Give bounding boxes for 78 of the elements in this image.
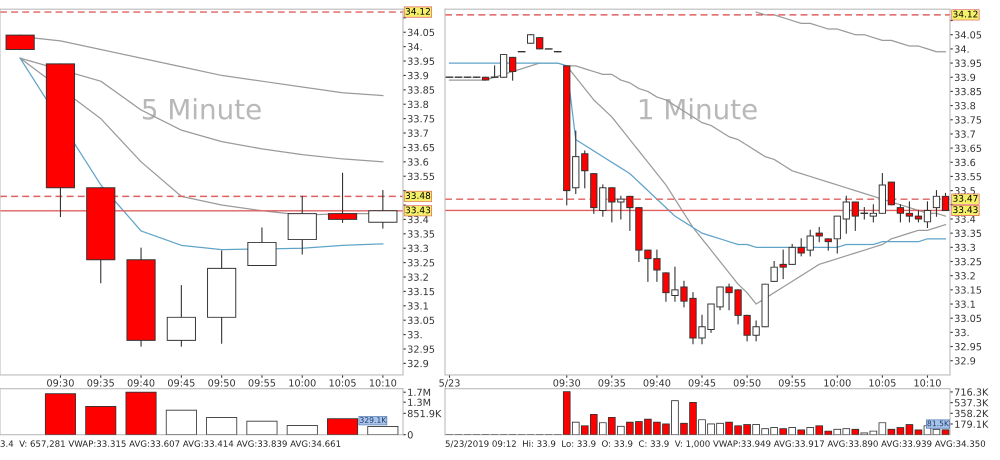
x-tick-label: 09:35 bbox=[87, 379, 114, 387]
y-tick-label: 33.8 bbox=[408, 100, 428, 108]
y-tick-label: 33.05 bbox=[954, 314, 982, 322]
ref-line-label: 33.43 bbox=[953, 206, 978, 214]
y-tick-label: 33.65 bbox=[954, 144, 982, 152]
x-tick-label: 10:05 bbox=[869, 379, 896, 387]
y-tick-label: 33.1 bbox=[954, 300, 975, 308]
ref-line-label: 33.48 bbox=[406, 192, 430, 199]
y-tick-label: 1.7M bbox=[408, 388, 430, 396]
y-tick-label: 33.55 bbox=[408, 172, 434, 180]
ref-line-label: 33.43 bbox=[406, 206, 430, 214]
y-tick-label: 34. bbox=[408, 43, 422, 50]
x-tick-label: 09:45 bbox=[168, 379, 195, 387]
y-tick-label: 33.15 bbox=[408, 288, 434, 296]
y-tick-label: 1.3M bbox=[408, 398, 430, 406]
x-tick-label: 10:10 bbox=[370, 379, 396, 387]
y-tick-label: 33. bbox=[408, 331, 422, 338]
text: 5/23/2019 09:12 Hi: 33.9 Lo: 33.9 O: 33.9 C: 33.9 V: 1,000 VWAP:33.949 AVG:33.917 AVG:33.890 AVG:33.939 AVG:34.350 bbox=[446, 440, 986, 448]
y-tick-label: 33.8 bbox=[954, 102, 976, 110]
ref-line-label: 34.12 bbox=[406, 8, 430, 15]
x-tick-label: 09:55 bbox=[248, 379, 276, 387]
x-tick-label: 09:50 bbox=[208, 379, 236, 387]
y-tick-label: 33.6 bbox=[954, 158, 976, 166]
y-tick-label: 33.15 bbox=[954, 286, 982, 294]
x-tick-label: 10:05 bbox=[330, 379, 356, 387]
y-tick-label: 32.9 bbox=[408, 360, 428, 368]
y-tick-label: 33.25 bbox=[408, 259, 434, 266]
text: 3.4 V: 657,281 VWAP:33.315 AVG:33.607 AVG:33.414 AVG:33.839 AVG:34.661 bbox=[0, 440, 340, 448]
x-tick-label: 5/23 bbox=[439, 379, 460, 388]
y-tick-label: 34.05 bbox=[408, 28, 434, 36]
ref-line-label: 33.47 bbox=[953, 194, 978, 202]
y-tick-label: 33.55 bbox=[954, 172, 982, 180]
y-tick-label: 33.65 bbox=[408, 144, 434, 152]
y-tick-label: 33.1 bbox=[408, 302, 428, 310]
y-tick-label: 32.95 bbox=[408, 345, 434, 353]
x-tick-label: 09:35 bbox=[598, 379, 625, 387]
y-tick-label: 33.25 bbox=[954, 258, 982, 266]
x-tick-label: 09:30 bbox=[47, 379, 74, 387]
y-tick-label: 33.9 bbox=[954, 74, 976, 82]
y-tick-label: 33.2 bbox=[408, 273, 428, 281]
y-tick-label: 33.95 bbox=[408, 58, 434, 65]
y-tick-label: 33.85 bbox=[408, 86, 434, 94]
y-tick-label: 34. bbox=[954, 45, 969, 53]
x-tick-label: 10:00 bbox=[289, 379, 316, 387]
x-tick-label: 09:40 bbox=[644, 379, 670, 387]
y-tick-label: 33.05 bbox=[408, 316, 434, 324]
y-tick-label: 33.3 bbox=[408, 244, 428, 252]
x-tick-label: 09:55 bbox=[778, 379, 806, 387]
y-tick-label: 33.9 bbox=[408, 72, 428, 80]
y-tick-label: 358.2K bbox=[954, 410, 989, 418]
y-tick-label: 179.1K bbox=[955, 420, 989, 428]
x-tick-label: 09:45 bbox=[688, 379, 716, 387]
y-tick-label: 716.3K bbox=[954, 388, 989, 396]
y-tick-label: 32.95 bbox=[954, 343, 982, 350]
y-tick-label: 33.75 bbox=[408, 115, 434, 122]
y-tick-label: 851.9K bbox=[408, 410, 442, 418]
y-tick-label: 33.3 bbox=[954, 244, 976, 252]
x-tick-label: 09:50 bbox=[734, 379, 760, 387]
y-tick-label: 33.95 bbox=[954, 60, 982, 67]
x-tick-label: 10:00 bbox=[824, 379, 851, 387]
y-tick-label: 537.3K bbox=[954, 399, 989, 406]
y-tick-label: 33.35 bbox=[408, 230, 434, 238]
y-tick-label: 33.6 bbox=[408, 158, 428, 166]
y-tick-label: 34.05 bbox=[954, 31, 982, 39]
y-tick-label: 33.4 bbox=[408, 216, 428, 224]
y-tick-label: 32.9 bbox=[954, 357, 976, 365]
x-tick-label: 10:10 bbox=[914, 379, 941, 387]
y-tick-label: 33.85 bbox=[954, 88, 982, 96]
y-tick-label: 0 bbox=[408, 431, 413, 439]
x-tick-label: 09:30 bbox=[553, 379, 580, 387]
y-tick-label: 33.2 bbox=[954, 272, 975, 280]
ref-line-label: 34.12 bbox=[953, 10, 978, 18]
y-tick-label: 33. bbox=[954, 328, 969, 336]
y-tick-label: 33.7 bbox=[408, 130, 428, 137]
y-tick-label: 33.35 bbox=[954, 230, 982, 237]
y-tick-label: 33.7 bbox=[954, 130, 975, 138]
y-tick-label: 33.75 bbox=[954, 116, 982, 124]
x-tick-label: 09:40 bbox=[128, 379, 154, 387]
